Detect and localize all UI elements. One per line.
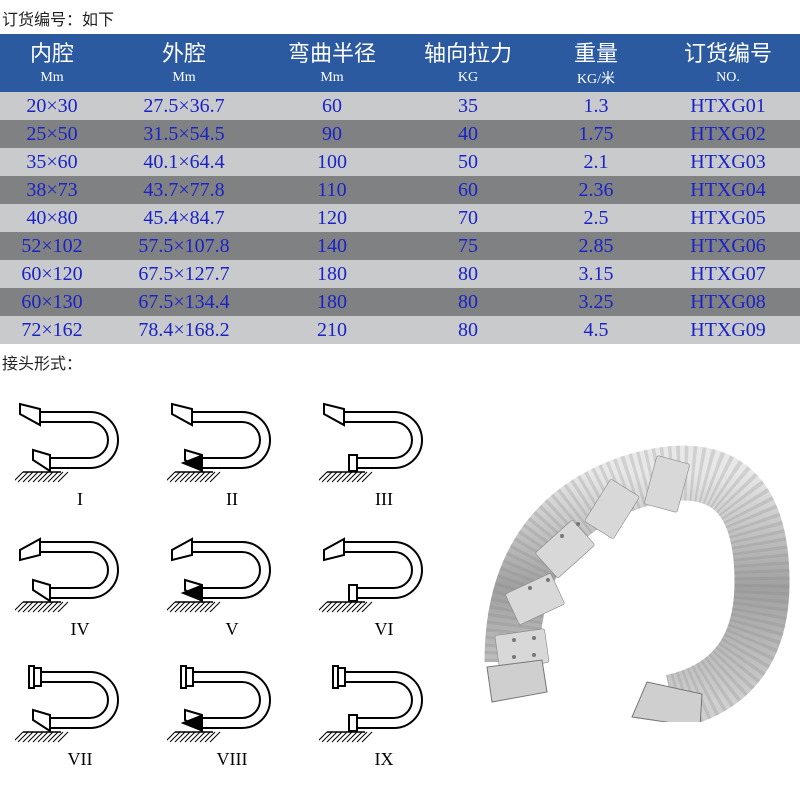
table-cell: 67.5×134.4	[104, 288, 264, 316]
table-cell: 40	[400, 120, 536, 148]
table-cell: 2.85	[536, 232, 656, 260]
table-cell: HTXG01	[656, 92, 800, 120]
table-cell: HTXG04	[656, 176, 800, 204]
col-subheader: Mm	[264, 68, 400, 92]
table-cell: 1.75	[536, 120, 656, 148]
table-cell: HTXG03	[656, 148, 800, 176]
diagram-label: VII	[68, 749, 93, 770]
col-subheader: Mm	[0, 68, 104, 92]
col-header: 重量	[536, 34, 656, 68]
table-cell: 210	[264, 316, 400, 344]
diagram-cell: I	[10, 382, 150, 512]
diagram-label: IV	[71, 619, 90, 640]
diagram-label: III	[375, 489, 393, 510]
table-cell: 60×130	[0, 288, 104, 316]
order-code-label: 订货编号：如下	[0, 0, 800, 34]
table-cell: 31.5×54.5	[104, 120, 264, 148]
table-row: 72×16278.4×168.2210804.5HTXG09	[0, 316, 800, 344]
diagram-cell: II	[162, 382, 302, 512]
table-cell: 70	[400, 204, 536, 232]
table-cell: 60	[400, 176, 536, 204]
diagram-label: I	[77, 489, 83, 510]
table-cell: 80	[400, 316, 536, 344]
table-cell: 78.4×168.2	[104, 316, 264, 344]
table-row: 25×5031.5×54.590401.75HTXG02	[0, 120, 800, 148]
col-header: 外腔	[104, 34, 264, 68]
diagram-cell: IX	[314, 642, 454, 772]
table-cell: 120	[264, 204, 400, 232]
diagram-label: II	[226, 489, 238, 510]
diagram-cell: VIII	[162, 642, 302, 772]
diagram-cell: III	[314, 382, 454, 512]
table-row: 38×7343.7×77.8110602.36HTXG04	[0, 176, 800, 204]
diagram-cell: IV	[10, 512, 150, 642]
table-cell: 43.7×77.8	[104, 176, 264, 204]
diagram-label: VIII	[217, 749, 248, 770]
table-cell: 80	[400, 260, 536, 288]
diagram-label: V	[226, 619, 239, 640]
table-cell: HTXG09	[656, 316, 800, 344]
diagram-label: VI	[375, 619, 394, 640]
table-cell: 2.1	[536, 148, 656, 176]
diagram-label: IX	[375, 749, 394, 770]
table-cell: 20×30	[0, 92, 104, 120]
table-cell: 60×120	[0, 260, 104, 288]
table-cell: HTXG06	[656, 232, 800, 260]
table-cell: 4.5	[536, 316, 656, 344]
diagram-cell: V	[162, 512, 302, 642]
table-cell: 2.36	[536, 176, 656, 204]
table-cell: 50	[400, 148, 536, 176]
table-cell: 1.3	[536, 92, 656, 120]
col-subheader: NO.	[656, 68, 800, 92]
table-row: 60×13067.5×134.4180803.25HTXG08	[0, 288, 800, 316]
table-row: 52×10257.5×107.8140752.85HTXG06	[0, 232, 800, 260]
table-cell: 3.15	[536, 260, 656, 288]
table-cell: 60	[264, 92, 400, 120]
table-cell: HTXG07	[656, 260, 800, 288]
table-cell: 100	[264, 148, 400, 176]
col-header: 内腔	[0, 34, 104, 68]
col-header: 弯曲半径	[264, 34, 400, 68]
table-cell: 25×50	[0, 120, 104, 148]
bottom-section: IIIIIIIVVVIVIIVIIIIX	[0, 378, 800, 772]
col-subheader: KG	[400, 68, 536, 92]
table-cell: 45.4×84.7	[104, 204, 264, 232]
table-cell: 140	[264, 232, 400, 260]
table-cell: 27.5×36.7	[104, 92, 264, 120]
table-cell: 90	[264, 120, 400, 148]
col-header: 订货编号	[656, 34, 800, 68]
table-row: 60×12067.5×127.7180803.15HTXG07	[0, 260, 800, 288]
table-cell: 40.1×64.4	[104, 148, 264, 176]
connector-diagrams: IIIIIIIVVVIVIIVIIIIX	[10, 382, 454, 772]
table-cell: 110	[264, 176, 400, 204]
col-subheader: Mm	[104, 68, 264, 92]
diagram-cell: VII	[10, 642, 150, 772]
table-cell: 35×60	[0, 148, 104, 176]
table-cell: 52×102	[0, 232, 104, 260]
table-cell: 72×162	[0, 316, 104, 344]
table-cell: 75	[400, 232, 536, 260]
table-row: 40×8045.4×84.7120702.5HTXG05	[0, 204, 800, 232]
col-header: 轴向拉力	[400, 34, 536, 68]
table-cell: 40×80	[0, 204, 104, 232]
spec-table: 内腔外腔弯曲半径轴向拉力重量订货编号 MmMmMmKGKG/米NO. 20×30…	[0, 34, 800, 344]
table-cell: HTXG02	[656, 120, 800, 148]
table-cell: 57.5×107.8	[104, 232, 264, 260]
connector-style-label: 接头形式：	[0, 344, 800, 378]
table-cell: 67.5×127.7	[104, 260, 264, 288]
product-photo	[454, 382, 800, 722]
col-subheader: KG/米	[536, 68, 656, 92]
diagram-cell: VI	[314, 512, 454, 642]
table-cell: HTXG05	[656, 204, 800, 232]
table-cell: 180	[264, 288, 400, 316]
table-cell: 80	[400, 288, 536, 316]
table-cell: 3.25	[536, 288, 656, 316]
table-cell: 180	[264, 260, 400, 288]
table-row: 35×6040.1×64.4100502.1HTXG03	[0, 148, 800, 176]
table-row: 20×3027.5×36.760351.3HTXG01	[0, 92, 800, 120]
table-cell: 38×73	[0, 176, 104, 204]
table-cell: 2.5	[536, 204, 656, 232]
table-cell: 35	[400, 92, 536, 120]
table-cell: HTXG08	[656, 288, 800, 316]
